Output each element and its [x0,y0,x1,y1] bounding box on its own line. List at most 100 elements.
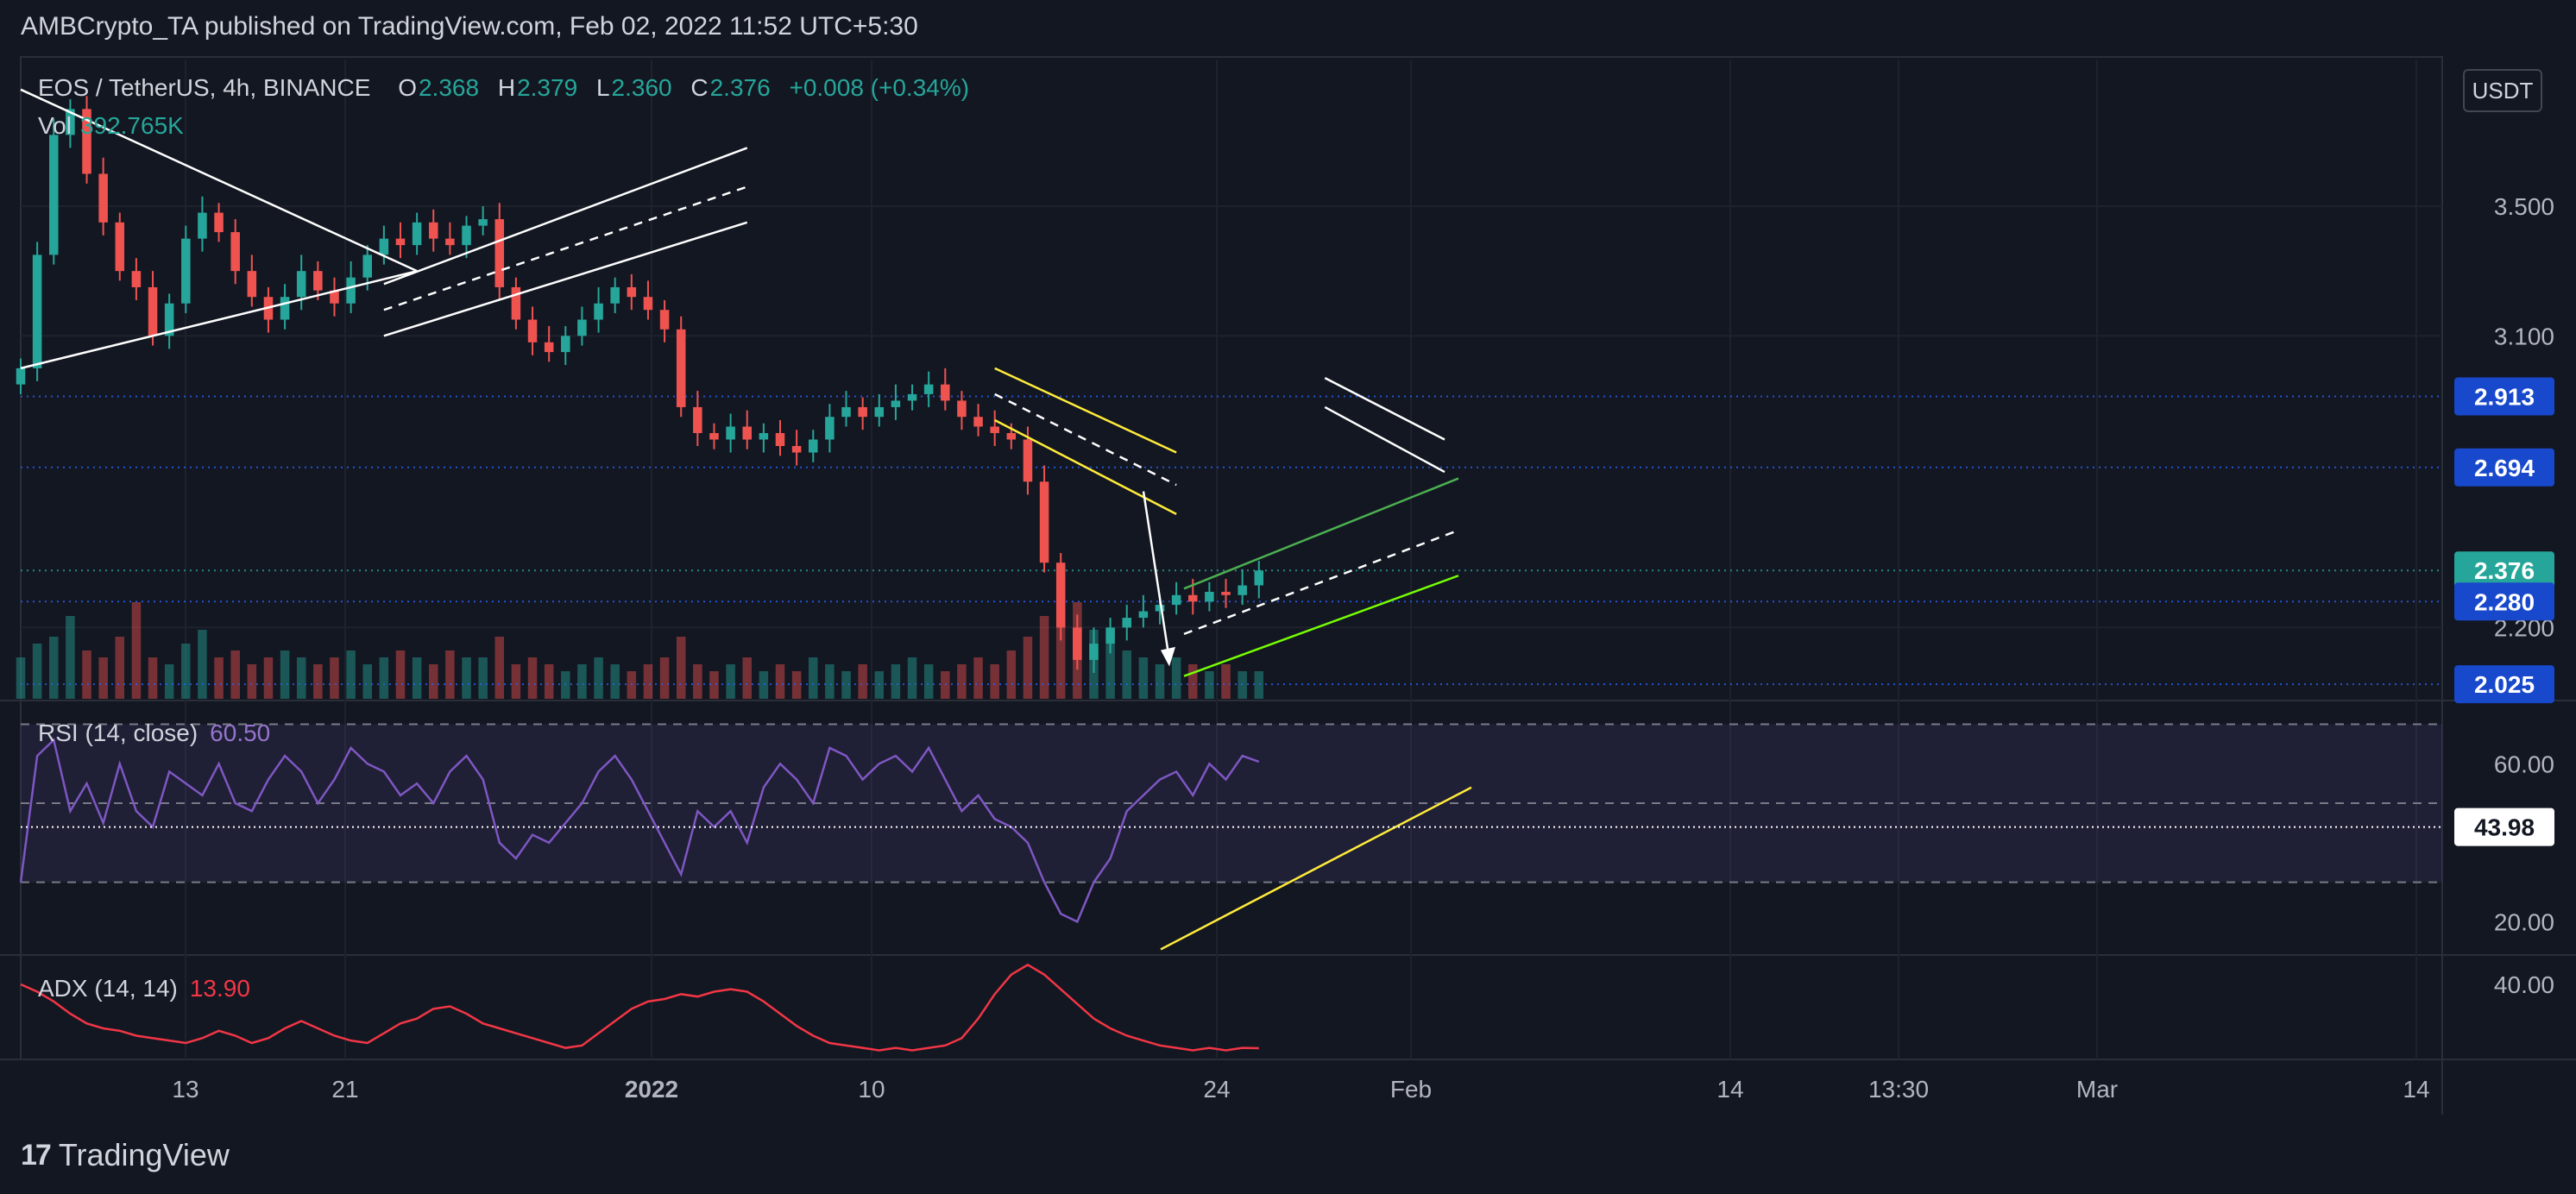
y-tick-label: 3.100 [2494,323,2554,349]
volume-bar [82,650,91,699]
x-tick-label: 14 [1716,1076,1743,1103]
price-label-bg [2454,665,2554,704]
volume-bar [313,664,323,699]
x-tick-label: 14 [2403,1076,2429,1103]
volume-bar [825,664,835,699]
candle-body [313,271,323,291]
volume-bar [990,664,999,699]
candle-body [445,238,455,246]
close-value: 2.376 [709,74,771,101]
volume-bar [1188,664,1198,699]
candle-body [1205,592,1214,602]
change-value: +0.008 (+0.34%) [789,74,970,101]
candle-body [198,212,207,239]
volume-bar [610,664,620,699]
volume-bar [263,657,274,699]
low-value: 2.360 [611,74,672,101]
volume-bar [98,657,108,699]
volume-bar [791,671,802,699]
candle-body [1055,562,1066,628]
volume-bar [577,664,587,699]
volume-bar [412,657,422,699]
volume-bar [66,616,75,699]
rsi-trendline [1160,786,1472,951]
volume-bar [858,664,867,699]
candle-body [544,342,554,353]
volume-bar [330,657,339,699]
price-label-bg [2454,582,2554,621]
volume-bar [759,671,769,699]
volume-bar [164,664,174,699]
candle-body [1006,432,1017,440]
chart-grid: 13 21 2022 10 24 Feb 14 13:30 Mar 14 3.500 3.100 2.2… [0,56,2576,1115]
candle-body [98,173,108,223]
yellow-channel-lower [994,418,1177,515]
adx-pane: 40.00 [20,963,2554,1052]
volume-bar [594,657,603,699]
candle-body [791,446,802,453]
volume-bar [775,664,785,699]
currency-button[interactable]: USDT [2463,69,2542,112]
rsi-legend[interactable]: RSI (14, close) 60.50 [38,720,270,747]
candle-body [1254,570,1264,586]
candle-body [775,432,785,447]
green-channel-upper [1183,477,1459,590]
candle-body [923,384,934,394]
tradingview-logo[interactable]: 17 TradingView [21,1137,230,1173]
candle-body [181,238,191,304]
x-tick-label: Feb [1390,1076,1432,1103]
candle-body [627,286,637,298]
candle-body [1171,594,1181,606]
x-tick-label: Mar [2076,1076,2118,1103]
triangle-lower-line [20,269,418,370]
candle-body [610,286,620,304]
open-value: 2.368 [418,74,480,101]
channel-mid-line [383,185,748,311]
candle-body [726,426,735,440]
volume-bar [643,664,653,699]
volume-bar [1039,616,1049,699]
drop-arrow-head [1161,646,1175,667]
trend-drawings [20,88,1459,677]
volume-bar [429,664,438,699]
yellow-channel-upper [994,367,1177,454]
candle-body [676,329,686,407]
rsi-label: 43.98 [2474,814,2535,841]
candle-body [395,238,406,246]
candle-body [462,225,471,246]
volume-bar [1105,644,1115,699]
volume-bar [742,657,752,699]
volume-bar [280,650,290,699]
volume-bar [1155,664,1165,699]
candle-body [82,109,91,174]
yellow-channel-mid [994,393,1177,487]
low-label: L [595,74,610,101]
candle-body [990,426,999,433]
volume-bar [709,671,719,699]
volume-legend[interactable]: Vol 392.765K [38,112,184,140]
volume-bar [115,637,125,699]
y-tick-label: 3.500 [2494,193,2554,220]
adx-legend[interactable]: ADX (14, 14) 13.90 [38,975,250,1002]
rsi-y-tick: 60.00 [2494,751,2554,777]
rsi-line [19,738,1260,924]
rsi-value: 60.50 [210,720,271,746]
volume-bar [494,637,505,699]
volume-bar [362,664,372,699]
candle-body [115,222,125,272]
price-label-bg [2454,551,2554,590]
volume-bar [527,657,538,699]
volume-bar [16,657,26,699]
candle-body [1073,627,1082,660]
symbol-legend[interactable]: EOS / TetherUS, 4h, BINANCE O2.368 H2.37… [38,74,981,102]
candle-body [214,212,224,233]
tradingview-logo-icon: 17 [21,1138,52,1172]
candle-body [858,406,867,418]
volume-bar [511,664,521,699]
symbol-name[interactable]: EOS / TetherUS, 4h, BINANCE [38,74,371,101]
candle-body [1155,605,1165,612]
candle-body [759,432,769,440]
candle-body [164,303,174,336]
volume-bar [1122,650,1131,699]
